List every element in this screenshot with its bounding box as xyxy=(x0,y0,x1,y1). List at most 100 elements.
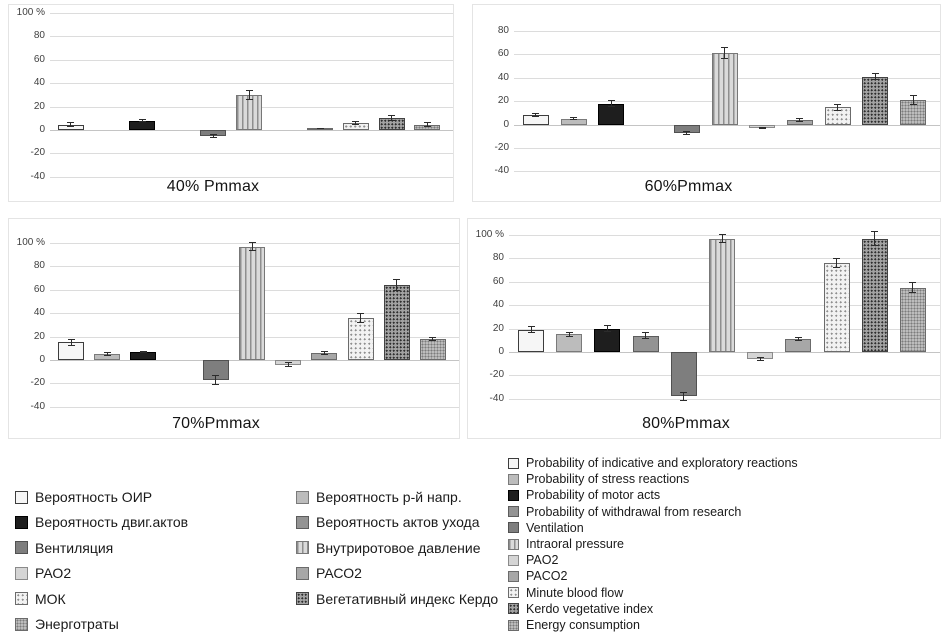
error-bar-cap xyxy=(756,360,764,362)
bar-vertical-stripes xyxy=(709,238,735,352)
legend-swatch-solid-gray xyxy=(508,506,519,518)
error-bar xyxy=(565,332,573,337)
legend-label: Вероятность актов ухода xyxy=(316,514,480,531)
legend-swatch-solid-dark-gray xyxy=(15,541,28,555)
y-tick-label: 0 xyxy=(39,354,45,365)
error-bar-cap xyxy=(423,122,431,124)
gridline--20 xyxy=(514,148,940,149)
error-bar-cap xyxy=(642,338,650,340)
y-tick-label: 20 xyxy=(497,95,509,107)
legend-label: PACO2 xyxy=(526,569,568,584)
error-bar-cap xyxy=(388,115,396,117)
error-bar-line xyxy=(568,332,570,337)
error-bar xyxy=(139,350,147,353)
legend-label: Probability of stress reactions xyxy=(526,472,690,487)
error-bar-cap xyxy=(871,73,879,75)
error-bar-line xyxy=(610,100,612,108)
legend-label: РАСО2 xyxy=(316,565,362,582)
legend-swatch-white-outlined xyxy=(508,457,519,469)
legend-item: Kerdo vegetative index xyxy=(508,602,653,616)
legend-swatch-vertical-stripes xyxy=(508,538,519,550)
legend-item: Вероятность р-й напр. xyxy=(296,489,462,505)
error-bar-line xyxy=(797,336,799,342)
legend-item: МОК xyxy=(15,591,66,607)
legend-label: Probability of indicative and explorator… xyxy=(526,456,798,470)
error-bar-cap xyxy=(603,325,611,327)
error-bar-cap xyxy=(683,133,691,135)
y-tick-label: -20 xyxy=(30,377,45,389)
error-bar xyxy=(794,336,802,342)
legend-label: PAO2 xyxy=(526,553,559,568)
gridline-0 xyxy=(509,352,940,353)
legend-label: Энерготраты xyxy=(35,616,119,632)
bar-dense-dots xyxy=(383,285,410,360)
error-bar-cap xyxy=(67,122,75,124)
legend-item: Вентиляция xyxy=(15,540,113,556)
y-tick-label: 80 xyxy=(497,25,509,36)
legend-item: Probability of stress reactions xyxy=(508,472,689,486)
error-bar xyxy=(532,113,540,117)
gridline--20 xyxy=(50,153,453,155)
error-bar-cap xyxy=(320,353,328,355)
error-bar-cap xyxy=(909,292,917,294)
legend-item: Вероятность актов ухода xyxy=(296,514,480,530)
y-tick-label: 60 xyxy=(33,53,45,65)
error-bar xyxy=(245,90,253,100)
error-bar xyxy=(527,326,535,334)
legend-swatch-solid-mid-gray xyxy=(508,570,519,582)
error-bar-cap xyxy=(393,289,401,291)
bar-vertical-stripes xyxy=(239,246,265,360)
error-bar-cap xyxy=(284,366,292,367)
legend-swatch-fine-texture xyxy=(508,619,519,631)
error-bar xyxy=(429,336,437,342)
error-bar-cap xyxy=(527,332,535,334)
error-bar-line xyxy=(106,352,108,356)
y-tick-label: 60 xyxy=(33,283,45,295)
error-bar-cap xyxy=(603,331,611,333)
error-bar-line xyxy=(251,241,253,252)
legend-swatch-solid-black xyxy=(15,515,28,529)
error-bar-line xyxy=(759,356,761,362)
error-bar-cap xyxy=(871,231,879,233)
gridline-0 xyxy=(514,124,940,126)
error-bar-cap xyxy=(209,137,217,139)
y-tick-label: 40 xyxy=(497,71,509,83)
error-bar-cap xyxy=(67,126,75,128)
error-bar-line xyxy=(837,103,839,111)
y-tick-label: 100 % xyxy=(16,237,45,248)
y-tick-label: 80 xyxy=(492,252,504,264)
error-bar-cap xyxy=(718,242,726,244)
error-bar-cap xyxy=(429,340,437,342)
legend-label: Probability of motor acts xyxy=(526,488,661,503)
error-bar xyxy=(909,281,917,294)
error-bar xyxy=(871,231,879,246)
error-bar xyxy=(909,95,917,105)
error-bar xyxy=(718,233,726,244)
error-bar-cap xyxy=(721,47,728,49)
error-bar xyxy=(756,356,764,362)
error-bar xyxy=(316,127,324,129)
chart-panel-60-pmmax: 60%Pmmax 80 60 40 20 0 -20 -40 xyxy=(472,4,941,202)
error-bar-cap xyxy=(909,103,917,105)
error-bar-line xyxy=(141,118,143,123)
legend-label: Вероятность двиг.актов xyxy=(35,514,189,531)
error-bar-cap xyxy=(316,127,324,129)
error-bar-cap xyxy=(680,400,688,402)
legend-item: PAO2 xyxy=(508,553,558,567)
y-tick-label: -40 xyxy=(494,165,509,177)
error-bar-cap xyxy=(209,133,217,135)
error-bar-cap xyxy=(833,258,841,260)
bar-vertical-stripes xyxy=(236,94,262,130)
legend-item: PACO2 xyxy=(508,569,567,583)
error-bar-cap xyxy=(796,117,804,119)
legend-swatch-fine-texture xyxy=(15,617,28,631)
error-bar xyxy=(642,332,650,340)
error-bar xyxy=(320,351,328,355)
legend-item: РАО2 xyxy=(15,565,71,581)
error-bar-cap xyxy=(393,279,401,281)
error-bar-cap xyxy=(871,79,879,81)
error-bar-cap xyxy=(352,121,360,123)
error-bar xyxy=(871,73,879,81)
legend-swatch-solid-black xyxy=(508,489,519,501)
bar-light-dots xyxy=(823,263,850,352)
